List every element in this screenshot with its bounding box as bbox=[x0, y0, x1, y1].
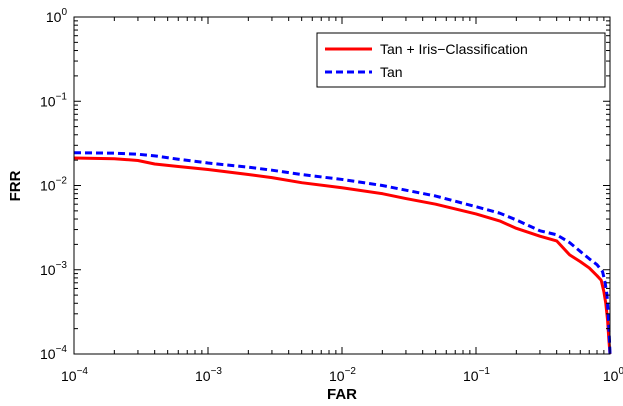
y-tick-label: 10−1 bbox=[40, 91, 67, 109]
legend-label-tan: Tan bbox=[380, 64, 403, 80]
x-axis-title: FAR bbox=[327, 386, 357, 403]
series-line-0 bbox=[73, 156, 612, 355]
legend-label-tan-iris: Tan + Iris−Classification bbox=[380, 41, 528, 57]
y-tick-label: 10−2 bbox=[40, 176, 67, 194]
series-line-1 bbox=[73, 151, 612, 355]
y-tick-label: 10−3 bbox=[40, 260, 67, 278]
x-tick-label: 10−2 bbox=[329, 366, 356, 384]
x-tick-label: 100 bbox=[603, 366, 623, 384]
y-tick-label: 10−4 bbox=[40, 344, 67, 362]
x-tick-label: 10−4 bbox=[61, 366, 88, 384]
legend: Tan + Iris−Classification Tan bbox=[316, 32, 606, 88]
x-tick-label: 10−1 bbox=[463, 366, 490, 384]
x-tick-label: 10−3 bbox=[195, 366, 222, 384]
y-tick-label: 100 bbox=[46, 7, 68, 25]
y-axis-title: FRR bbox=[7, 170, 24, 201]
legend-box bbox=[316, 32, 606, 88]
